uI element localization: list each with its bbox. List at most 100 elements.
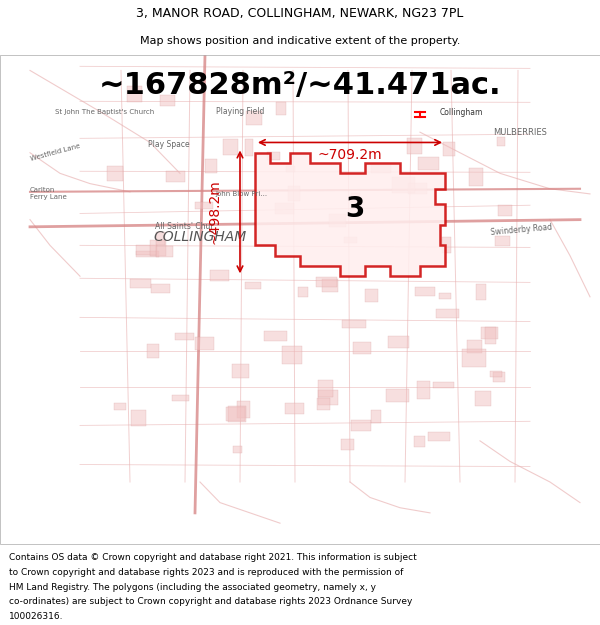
Text: 3, MANOR ROAD, COLLINGHAM, NEWARK, NG23 7PL: 3, MANOR ROAD, COLLINGHAM, NEWARK, NG23 … [136,8,464,20]
Bar [166,171,185,181]
Bar [493,372,505,382]
Bar [232,364,249,378]
Bar [237,401,250,418]
Text: John Blow Pri...: John Blow Pri... [215,191,267,197]
Bar [150,240,166,256]
Bar [107,166,123,181]
Bar [298,286,308,297]
Bar [318,380,333,397]
Bar [282,346,302,364]
Bar [490,371,502,377]
Text: St John The Baptist's Church: St John The Baptist's Church [55,109,154,114]
Bar [442,237,451,252]
Bar [485,327,496,344]
Text: Westfield Lane: Westfield Lane [30,143,81,162]
Text: ~498.2m: ~498.2m [208,179,222,244]
Bar [407,138,422,154]
Bar [160,95,175,106]
Bar [436,309,459,318]
Bar [344,237,357,243]
Bar [228,406,246,422]
Text: All Saints' Chur: All Saints' Chur [155,222,214,231]
Text: Swinderby Road: Swinderby Road [490,222,553,237]
Text: to Crown copyright and database rights 2023 and is reproduced with the permissio: to Crown copyright and database rights 2… [9,568,403,577]
Bar [469,168,483,186]
Bar [233,446,242,453]
Bar [371,410,381,423]
Bar [264,331,287,341]
Bar [476,284,486,300]
Bar [288,186,300,201]
Text: 3: 3 [346,196,365,223]
Bar [136,246,157,254]
Bar [151,284,170,292]
Text: Collingham: Collingham [440,107,484,117]
Bar [276,102,286,114]
Bar [408,182,427,194]
Bar [275,203,294,214]
Bar [392,177,415,193]
Bar [195,202,213,209]
Bar [495,236,510,246]
Bar [329,214,346,227]
Bar [417,381,430,399]
Bar [388,336,409,348]
Bar [353,342,371,354]
Bar [497,138,505,146]
Bar [428,432,450,441]
Text: ~167828m²/~41.471ac.: ~167828m²/~41.471ac. [98,71,502,101]
Bar [498,205,512,216]
Bar [341,439,354,450]
Bar [130,279,151,288]
Text: Playing Field: Playing Field [216,107,264,116]
Bar [365,289,378,302]
Bar [415,286,435,296]
Bar [316,278,337,286]
Bar [136,251,159,257]
Text: Contains OS data © Crown copyright and database right 2021. This information is : Contains OS data © Crown copyright and d… [9,554,417,562]
Bar [443,142,455,156]
Bar [318,391,338,405]
Bar [195,337,214,350]
Bar [285,402,304,414]
Bar [371,165,391,173]
Bar [351,420,371,431]
Bar [210,270,229,281]
Bar [131,410,146,426]
Bar [475,391,491,406]
Bar [322,279,338,292]
Bar [226,407,245,421]
Bar [433,382,454,388]
Bar [351,193,360,202]
Bar [317,398,330,410]
Polygon shape [255,152,445,276]
Bar [414,436,425,447]
Bar [127,86,142,102]
Bar [114,402,126,410]
Text: MULBERRIES: MULBERRIES [493,127,547,137]
Text: ~709.2m: ~709.2m [317,148,382,162]
Bar [418,157,439,170]
Bar [172,394,189,401]
Bar [205,159,217,173]
Bar [175,333,194,340]
Text: 100026316.: 100026316. [9,612,64,621]
Bar [245,282,261,289]
Bar [286,166,295,172]
Bar [245,139,253,156]
Bar [147,344,159,357]
Bar [267,152,280,160]
Bar [462,349,486,367]
Text: COLLINGHAM: COLLINGHAM [154,230,247,244]
Text: Play Space: Play Space [148,140,190,149]
Bar [156,246,173,257]
Bar [342,321,366,328]
Bar [156,232,165,246]
Text: HM Land Registry. The polygons (including the associated geometry, namely x, y: HM Land Registry. The polygons (includin… [9,582,376,592]
Bar [467,340,482,353]
Bar [481,327,498,339]
Bar [439,292,451,299]
Bar [223,139,238,155]
Bar [386,389,409,402]
Text: Carlton
Ferry Lane: Carlton Ferry Lane [30,188,67,201]
